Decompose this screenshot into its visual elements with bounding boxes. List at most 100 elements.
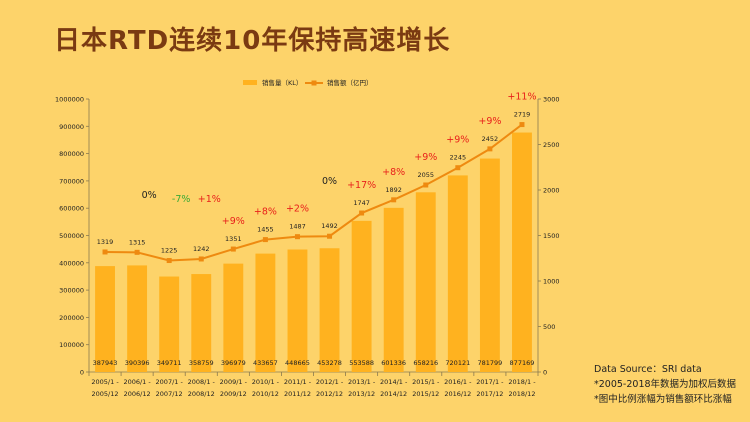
growth-rate-label: +9%: [478, 116, 501, 127]
data-source-note: Data Source：SRI data: [594, 364, 702, 375]
x-tick-label: 2011/1 -: [284, 378, 312, 386]
growth-ratio-note: *图中比例涨幅为销售额环比涨幅: [594, 394, 732, 405]
line-point-marker: [294, 234, 300, 240]
line-sales-amount: [105, 123, 523, 262]
line-point-marker: [198, 256, 204, 262]
legend-marker-sales-amount: [311, 80, 317, 86]
left-tick-label: 900000: [59, 123, 84, 131]
bar-value-label: 448665: [285, 359, 310, 367]
bar-sales-volume: [512, 132, 532, 372]
bar-value-label: 553588: [349, 359, 374, 367]
line-value-label: 1455: [257, 226, 274, 234]
line-value-label: 2245: [450, 154, 467, 162]
line-value-label: 2719: [514, 111, 531, 119]
left-tick-label: 100000: [59, 341, 84, 349]
line-point-marker: [166, 258, 172, 264]
weighted-data-note: *2005-2018年数据为加权后数据: [594, 379, 737, 390]
line-point-marker: [262, 237, 268, 243]
left-tick-label: 500000: [59, 232, 84, 240]
right-tick-label: 2000: [543, 187, 560, 195]
right-tick-label: 0: [543, 369, 547, 377]
left-tick-label: 300000: [59, 287, 84, 295]
x-tick-label: 2006/1 -: [123, 378, 151, 386]
line-point-marker: [327, 233, 333, 239]
page-title: 日本RTD连续10年保持高速增长: [54, 26, 451, 56]
bar-sales-volume: [255, 253, 276, 372]
bar-sales-volume: [479, 158, 500, 372]
left-tick-label: 400000: [59, 259, 84, 267]
x-tick-label: 2007/12: [156, 390, 183, 398]
line-point-marker: [519, 122, 525, 128]
x-tick-label: 2010/1 -: [252, 378, 280, 386]
growth-rate-label: +2%: [286, 204, 309, 215]
line-value-label: 1487: [289, 223, 306, 231]
x-tick-label: 2005/12: [92, 390, 119, 398]
growth-rate-label: +1%: [198, 194, 221, 205]
left-tick-label: 800000: [59, 150, 84, 158]
bar-sales-volume: [95, 266, 115, 372]
x-tick-label: 2018/1 -: [508, 378, 536, 386]
x-tick-label: 2007/1 -: [156, 378, 184, 386]
x-tick-label: 2013/1 -: [348, 378, 376, 386]
line-value-label: 1351: [225, 235, 242, 243]
growth-rate-label: +8%: [382, 167, 405, 178]
line-value-label: 1492: [321, 222, 338, 230]
x-tick-label: 2009/1 -: [220, 378, 248, 386]
growth-rate-label: +9%: [414, 152, 437, 163]
legend-label-sales-amount: 销售额（亿円）: [327, 78, 373, 87]
bar-sales-volume: [287, 249, 308, 372]
left-tick-label: 1000000: [55, 96, 84, 104]
line-point-marker: [359, 210, 365, 216]
growth-rate-label: +9%: [222, 216, 245, 227]
x-tick-label: 2015/1 -: [412, 378, 440, 386]
bar-value-label: 396979: [221, 359, 246, 367]
line-point-marker: [423, 182, 429, 188]
x-tick-label: 2015/12: [412, 390, 439, 398]
growth-rate-label: +11%: [507, 92, 536, 103]
x-tick-label: 2012/12: [316, 390, 343, 398]
left-tick-label: 0: [80, 369, 84, 377]
bar-value-label: 390396: [125, 359, 150, 367]
line-point-marker: [391, 197, 397, 203]
line-value-label: 1242: [193, 245, 210, 253]
left-tick-label: 600000: [59, 205, 84, 213]
line-point-marker: [455, 165, 461, 171]
legend-swatch-sales-volume: [243, 80, 257, 85]
x-tick-label: 2018/12: [508, 390, 535, 398]
line-value-label: 1892: [385, 186, 402, 194]
growth-rate-label: +9%: [446, 135, 469, 146]
x-tick-label: 2017/1 -: [476, 378, 504, 386]
line-value-label: 1747: [353, 199, 370, 207]
line-value-label: 2452: [482, 135, 499, 143]
line-point-marker: [487, 146, 493, 152]
legend-label-sales-volume: 销售量（KL）: [262, 78, 302, 87]
x-tick-label: 2014/1 -: [380, 378, 408, 386]
bar-sales-volume: [447, 175, 468, 372]
bar-sales-volume: [191, 274, 212, 372]
bar-value-label: 358759: [189, 359, 214, 367]
bar-value-label: 781799: [477, 359, 502, 367]
bar-value-label: 720121: [445, 359, 470, 367]
x-tick-label: 2014/12: [380, 390, 407, 398]
bar-sales-volume: [415, 192, 436, 372]
bar-sales-volume: [223, 263, 244, 372]
x-tick-label: 2011/12: [284, 390, 311, 398]
left-tick-label: 700000: [59, 177, 84, 185]
line-point-marker: [134, 249, 140, 255]
line-value-label: 1315: [129, 238, 146, 246]
bar-value-label: 433657: [253, 359, 278, 367]
bar-sales-volume: [351, 220, 372, 372]
x-tick-label: 2016/1 -: [444, 378, 472, 386]
x-tick-label: 2016/12: [444, 390, 471, 398]
line-value-label: 1319: [97, 238, 114, 246]
growth-rate-label: 0%: [322, 176, 337, 187]
x-tick-label: 2009/12: [220, 390, 247, 398]
x-tick-label: 2017/12: [476, 390, 503, 398]
line-point-marker: [230, 246, 236, 252]
right-tick-label: 3000: [543, 96, 560, 104]
x-tick-label: 2013/12: [348, 390, 375, 398]
x-tick-label: 2006/12: [124, 390, 151, 398]
left-tick-label: 200000: [59, 314, 84, 322]
bar-sales-volume: [319, 248, 340, 372]
line-value-label: 1225: [161, 247, 178, 255]
